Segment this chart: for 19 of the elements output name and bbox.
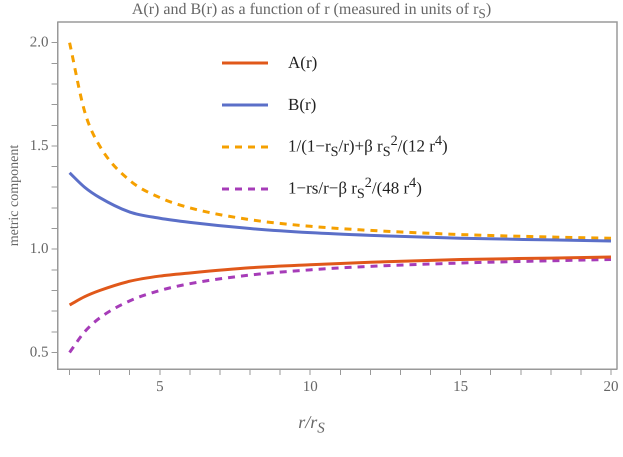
x-tick-label: 10 (302, 378, 318, 395)
chart-title: A(r) and B(r) as a function of r (measured in units of r$_{S}$) (130, 1, 492, 22)
x-tick-label: 20 (603, 378, 618, 395)
y-tick-label: 2.0 (30, 34, 49, 51)
legend-label: B(r) (288, 95, 316, 115)
line-series (68, 41, 612, 240)
line-series (68, 171, 612, 242)
x-tick-label: 5 (156, 378, 164, 395)
y-tick-label: 1.5 (30, 138, 49, 154)
legend-label: A(r) (288, 53, 318, 73)
x-tick-label: 15 (453, 378, 468, 395)
x-axis-title: r/r$_{S}$ (297, 412, 326, 438)
line-series (68, 258, 612, 354)
y-tick-label: 0.5 (30, 344, 49, 360)
y-axis-title: metric component (7, 144, 22, 246)
legend-label: 1−rs/r−β r$_{S}$$^{2}$/(48 r$^{4}$) (288, 174, 422, 204)
line-series (68, 256, 612, 306)
legend-label: 1/(1−r$_{S}$/r)+β r$_{S}$$^{2}$/(12 r$^{4}$) (288, 132, 448, 162)
y-tick-label: 1.0 (30, 241, 49, 258)
